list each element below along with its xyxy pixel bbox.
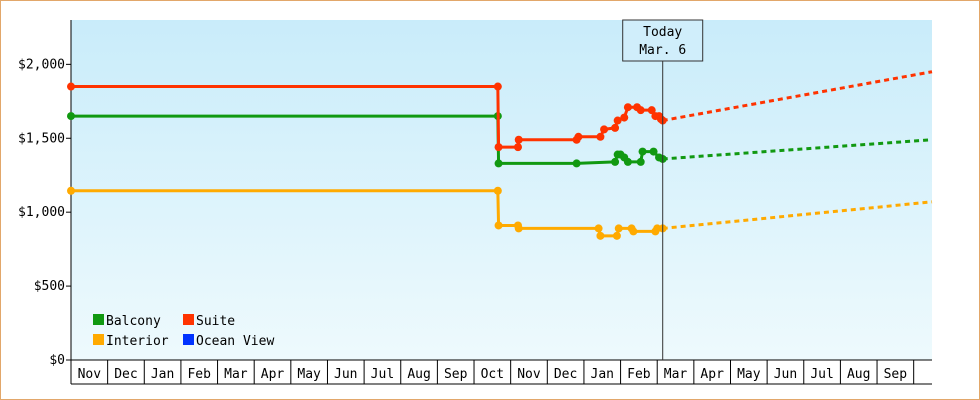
x-tick-label: Sep bbox=[884, 367, 908, 382]
interior-point bbox=[514, 224, 523, 233]
interior-point bbox=[594, 224, 603, 233]
x-tick-label: Feb bbox=[187, 367, 211, 382]
balcony-point bbox=[636, 157, 645, 166]
x-tick-label: Jul bbox=[371, 367, 394, 382]
suite-point bbox=[494, 143, 503, 152]
interior-point bbox=[629, 227, 638, 236]
x-axis: Nov Dec Jan Feb Mar Apr May Jun Jul Aug Sep Oct Nov D… bbox=[70, 359, 932, 385]
interior-point bbox=[596, 231, 605, 240]
y-tick-label: $2,000 bbox=[18, 57, 65, 72]
suite-point bbox=[613, 116, 622, 125]
interior-point bbox=[612, 231, 621, 240]
series-lines bbox=[67, 70, 933, 240]
x-tick-label: Sep bbox=[444, 367, 468, 382]
x-tick-label: Nov bbox=[78, 367, 102, 382]
y-axis: $0 $500 $1,000 $1,500 $2,000 bbox=[18, 20, 72, 368]
x-tick-label: Jun bbox=[334, 367, 357, 382]
suite-point bbox=[574, 132, 583, 141]
suite-point bbox=[620, 113, 629, 122]
suite-point bbox=[600, 125, 609, 134]
x-tick-label: Mar bbox=[224, 367, 248, 382]
balcony-point bbox=[494, 159, 503, 168]
x-tick-label: May bbox=[737, 367, 761, 382]
x-tick-label: Feb bbox=[627, 367, 651, 382]
y-tick-label: $1,500 bbox=[18, 131, 65, 146]
suite-point bbox=[647, 106, 656, 115]
y-tick-label: $500 bbox=[34, 279, 65, 294]
legend-swatch-ocean-view bbox=[183, 334, 194, 345]
interior-point bbox=[653, 224, 662, 233]
today-label: Today bbox=[643, 25, 682, 40]
today-date: Mar. 6 bbox=[639, 43, 686, 58]
suite-point bbox=[636, 106, 645, 115]
x-tick-label: May bbox=[297, 367, 321, 382]
interior-point bbox=[614, 224, 623, 233]
today-box bbox=[622, 19, 704, 62]
y-tick-label: $0 bbox=[49, 353, 65, 368]
balcony-point bbox=[572, 159, 581, 168]
legend-label-suite: Suite bbox=[196, 314, 235, 329]
x-tick-label: Jan bbox=[151, 367, 174, 382]
x-tick-label: Jan bbox=[591, 367, 614, 382]
balcony-point bbox=[611, 157, 620, 166]
x-tick-label: Nov bbox=[517, 367, 541, 382]
balcony-point bbox=[67, 112, 75, 121]
y-tick-label: $1,000 bbox=[18, 205, 65, 220]
x-tick-label: Apr bbox=[261, 367, 285, 382]
legend-swatch-suite bbox=[183, 314, 194, 325]
suite-point bbox=[514, 135, 523, 144]
x-tick-label: Oct bbox=[481, 367, 504, 382]
today-marker: Today Mar. 6 bbox=[622, 19, 704, 360]
x-tick-label: Dec bbox=[554, 367, 577, 382]
legend-label-ocean-view: Ocean View bbox=[196, 334, 274, 349]
legend-label-balcony: Balcony bbox=[106, 314, 161, 329]
interior-point bbox=[67, 186, 75, 195]
suite-point bbox=[623, 103, 632, 112]
legend-label-interior: Interior bbox=[106, 334, 169, 349]
x-tick-label: Jul bbox=[810, 367, 833, 382]
legend-swatch-balcony bbox=[93, 314, 104, 325]
x-tick-label: Jun bbox=[774, 367, 797, 382]
suite-point bbox=[67, 82, 75, 91]
suite-point bbox=[596, 132, 605, 141]
x-tick-label: Aug bbox=[847, 367, 870, 382]
interior-point bbox=[493, 186, 502, 195]
legend-swatch-interior bbox=[93, 334, 104, 345]
balcony-point bbox=[623, 157, 632, 166]
x-tick-label: Aug bbox=[407, 367, 430, 382]
suite-forecast-line bbox=[662, 70, 933, 122]
interior-forecast-line bbox=[662, 200, 933, 230]
suite-point bbox=[493, 82, 502, 91]
balcony-point bbox=[649, 147, 658, 156]
x-tick-label: Dec bbox=[114, 367, 137, 382]
balcony-point bbox=[638, 147, 647, 156]
x-tick-label: Mar bbox=[664, 367, 688, 382]
x-tick-label: Apr bbox=[700, 367, 724, 382]
interior-point bbox=[494, 221, 503, 230]
suite-point bbox=[611, 123, 620, 132]
legend: Balcony Suite Interior Ocean View bbox=[93, 314, 274, 349]
suite-point bbox=[513, 143, 522, 152]
